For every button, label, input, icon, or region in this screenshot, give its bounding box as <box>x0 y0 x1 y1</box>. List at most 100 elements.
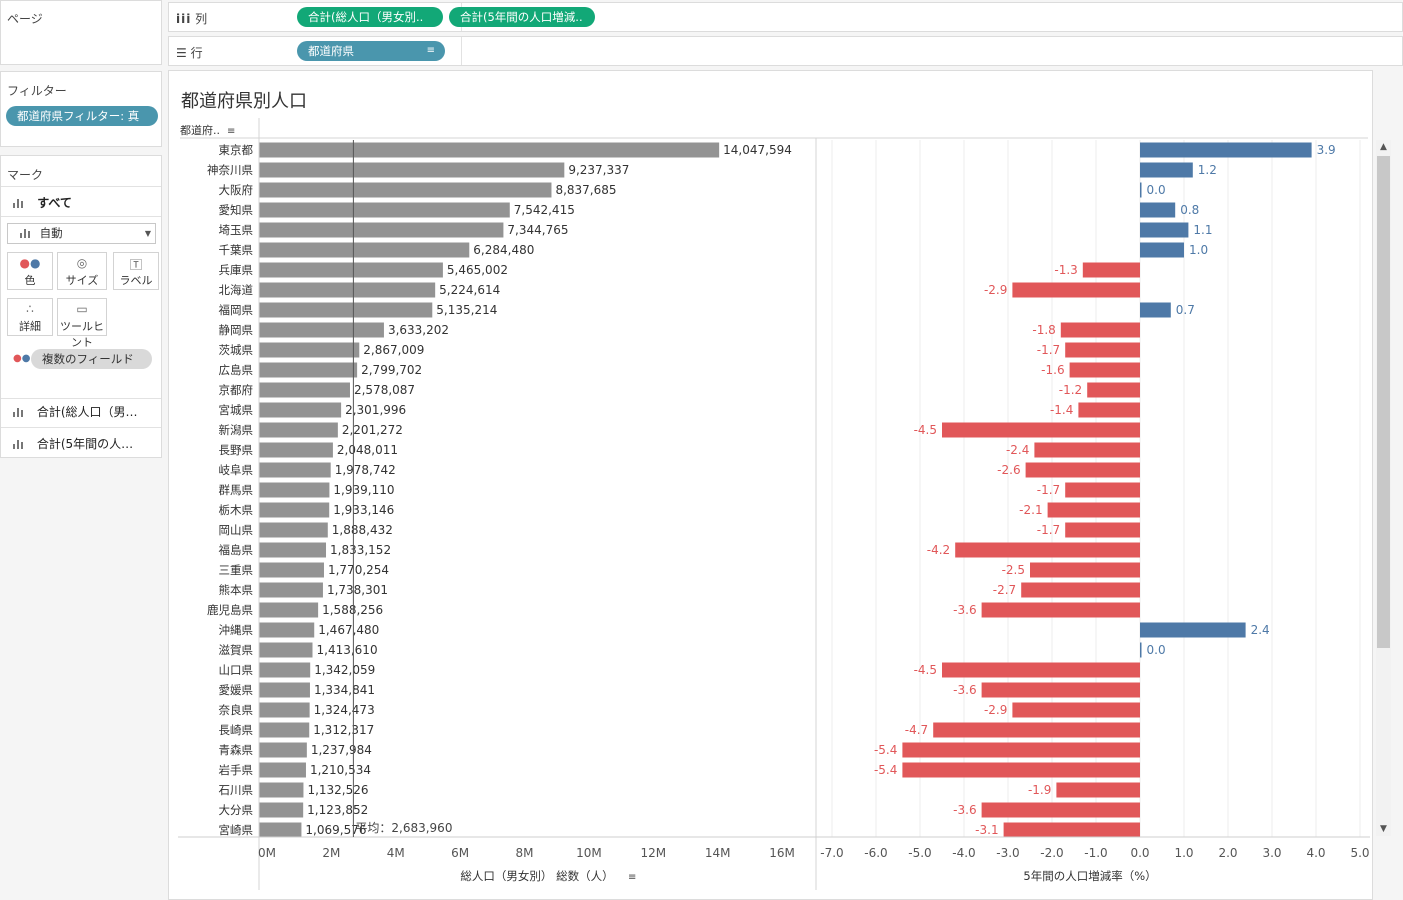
change-rate-label: 1.1 <box>1193 223 1212 237</box>
change-rate-bar <box>1065 342 1140 358</box>
population-bar <box>259 762 306 778</box>
population-bar <box>259 262 443 278</box>
multi-field-pill[interactable]: 複数のフィールド <box>31 349 152 369</box>
population-bar <box>259 182 552 198</box>
change-rate-label: -1.7 <box>1037 483 1060 497</box>
change-rate-bar <box>1140 242 1184 258</box>
row-label: 熊本県 <box>219 583 254 597</box>
x-axis-title: 5年間の人口増減率（%） <box>1023 869 1156 883</box>
rows-icon: ☰ <box>176 46 187 60</box>
row-label: 茨城県 <box>219 343 254 357</box>
population-label: 1,413,610 <box>317 643 378 657</box>
row-label: 三重県 <box>219 563 254 577</box>
marks-all-tab[interactable]: すべて <box>13 194 72 211</box>
scroll-up-icon[interactable]: ▲ <box>1380 142 1387 152</box>
label-button[interactable]: 🅃 ラベル <box>113 252 159 290</box>
population-bar <box>259 602 319 618</box>
population-label: 2,799,702 <box>361 363 422 377</box>
change-rate-bar <box>955 542 1140 558</box>
change-rate-bar <box>1003 822 1140 838</box>
x-tick-label: -4.0 <box>952 846 975 860</box>
filters-card[interactable]: フィルター 都道府県フィルター: 真 <box>0 71 162 147</box>
columns-icon: iii <box>176 12 192 26</box>
measure-label-population: 合計(総人口（男… <box>36 405 138 419</box>
row-label: 広島県 <box>219 363 254 377</box>
marks-card: マーク すべて 自動 ▼ ●● 色 ◎ サイズ 🅃 ラベル ∴ 詳細 ▭ <box>0 155 162 458</box>
filters-title: フィルター <box>7 84 67 98</box>
filter-pill-prefecture[interactable]: 都道府県フィルター: 真 <box>6 106 158 126</box>
population-bar <box>259 582 323 598</box>
population-bar <box>259 362 358 378</box>
measure-item-population[interactable]: 合計(総人口（男… <box>13 403 138 420</box>
change-rate-bar <box>1140 202 1176 218</box>
row-label: 千葉県 <box>219 243 254 257</box>
vertical-scrollbar[interactable]: ▲ ▼ <box>1376 140 1391 836</box>
x-tick-label: 10M <box>576 846 602 860</box>
detail-button[interactable]: ∴ 詳細 <box>7 298 53 336</box>
x-tick-label: -5.0 <box>908 846 931 860</box>
columns-shelf[interactable]: iii 列 合計(総人口（男女別.. 合計(5年間の人口増減.. <box>168 2 1403 32</box>
tooltip-button-label: ツールヒント <box>60 320 104 349</box>
row-label: 神奈川県 <box>207 163 253 177</box>
text-label-icon: 🅃 <box>129 258 142 272</box>
marks-all-label: すべて <box>37 196 72 210</box>
row-label: 岐阜県 <box>219 463 254 477</box>
population-bar <box>259 822 302 838</box>
change-rate-label: 1.0 <box>1189 243 1208 257</box>
measure-item-change[interactable]: 合計(5年間の人… <box>13 435 133 452</box>
scroll-down-icon[interactable]: ▼ <box>1380 824 1387 834</box>
mark-type-select[interactable]: 自動 ▼ <box>7 223 156 244</box>
color-button[interactable]: ●● 色 <box>7 252 53 290</box>
row-header: 都道府.. <box>180 123 220 137</box>
label-button-label: ラベル <box>119 274 153 287</box>
row-pill-label: 都道府県 <box>308 44 354 58</box>
row-label: 岡山県 <box>219 523 254 537</box>
row-label: 福島県 <box>219 543 254 557</box>
row-label: 岩手県 <box>219 763 254 777</box>
mark-type-value: 自動 <box>39 226 63 240</box>
row-label: 京都府 <box>219 383 254 397</box>
tooltip-button[interactable]: ▭ ツールヒント <box>57 298 107 349</box>
change-rate-label: -1.7 <box>1037 343 1060 357</box>
population-bar <box>259 662 311 678</box>
pages-card[interactable]: ページ <box>0 0 162 65</box>
column-pill-change-rate[interactable]: 合計(5年間の人口増減.. <box>449 7 595 27</box>
population-label: 5,224,614 <box>439 283 500 297</box>
change-rate-bar <box>981 682 1140 698</box>
change-rate-bar <box>1087 382 1140 398</box>
size-button[interactable]: ◎ サイズ <box>57 252 107 290</box>
bar-chart-icon <box>13 408 23 417</box>
change-rate-bar <box>1030 562 1140 578</box>
row-label: 埼玉県 <box>219 223 254 237</box>
sort-icon[interactable]: ≡ <box>426 45 435 56</box>
column-pill-population[interactable]: 合計(総人口（男女別.. <box>297 7 443 27</box>
population-label: 7,344,765 <box>507 223 568 237</box>
scroll-thumb[interactable] <box>1377 156 1390 648</box>
row-label: 福岡県 <box>219 303 254 317</box>
population-bar <box>259 482 330 498</box>
population-label: 1,132,526 <box>307 783 368 797</box>
population-bar <box>259 222 504 238</box>
population-bar <box>259 682 310 698</box>
population-label: 1,210,534 <box>310 763 371 777</box>
population-bar <box>259 542 327 558</box>
change-rate-bar <box>902 742 1140 758</box>
change-rate-label: -1.6 <box>1041 363 1064 377</box>
change-rate-bar <box>942 662 1140 678</box>
change-rate-label: -1.2 <box>1059 383 1082 397</box>
x-tick-label: -2.0 <box>1040 846 1063 860</box>
chevron-down-icon[interactable]: ▼ <box>144 229 151 238</box>
rows-shelf[interactable]: ☰ 行 都道府県 ≡ <box>168 36 1403 66</box>
change-rate-bar <box>1140 622 1246 638</box>
change-rate-label: -1.3 <box>1054 263 1077 277</box>
change-rate-label: -3.6 <box>953 803 976 817</box>
population-bar <box>259 742 307 758</box>
change-rate-label: 0.0 <box>1147 643 1166 657</box>
row-pill-prefecture[interactable]: 都道府県 ≡ <box>297 41 445 61</box>
row-label: 愛知県 <box>219 203 254 217</box>
view-title: 都道府県別人口 <box>181 91 307 112</box>
row-label: 北海道 <box>219 283 254 297</box>
population-label: 1,978,742 <box>335 463 396 477</box>
population-label: 1,467,480 <box>318 623 379 637</box>
